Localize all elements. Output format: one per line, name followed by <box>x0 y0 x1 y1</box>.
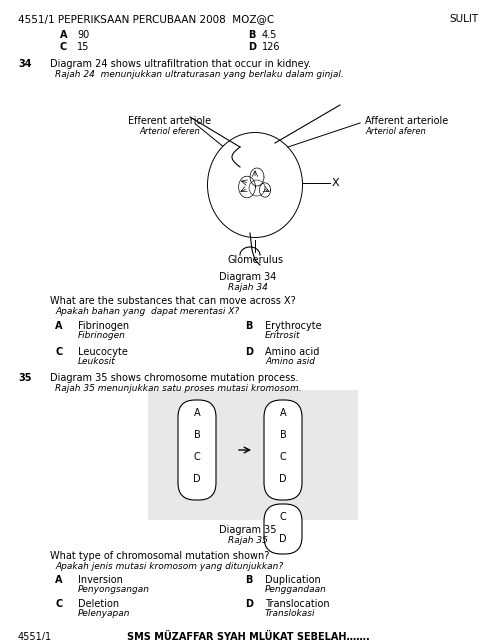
Text: What type of chromosomal mutation shown?: What type of chromosomal mutation shown? <box>50 551 269 561</box>
Text: Glomerulus: Glomerulus <box>227 255 283 265</box>
Text: Diagram 34: Diagram 34 <box>219 272 277 282</box>
Text: Efferent arteriole: Efferent arteriole <box>128 116 211 126</box>
Text: D: D <box>279 534 287 544</box>
Text: C: C <box>55 599 62 609</box>
Text: A: A <box>55 575 62 585</box>
Text: A: A <box>55 321 62 331</box>
Text: A: A <box>280 408 286 418</box>
Text: Afferent arteriole: Afferent arteriole <box>365 116 448 126</box>
FancyBboxPatch shape <box>264 400 302 500</box>
Text: Duplication: Duplication <box>265 575 321 585</box>
Text: What are the substances that can move across X?: What are the substances that can move ac… <box>50 296 296 306</box>
Text: Apakah bahan yang  dapat merentasi X?: Apakah bahan yang dapat merentasi X? <box>55 307 239 316</box>
Text: Leukosit: Leukosit <box>78 357 116 366</box>
Text: C: C <box>280 452 287 462</box>
Text: 126: 126 <box>262 42 281 52</box>
Text: C: C <box>60 42 67 52</box>
Text: Eritrosit: Eritrosit <box>265 331 300 340</box>
Text: Fibrinogen: Fibrinogen <box>78 321 129 331</box>
Text: SULIT: SULIT <box>449 14 478 24</box>
Text: Penggandaan: Penggandaan <box>265 585 327 594</box>
Text: 4.5: 4.5 <box>262 30 277 40</box>
Text: Pelenyapan: Pelenyapan <box>78 609 131 618</box>
Text: Translocation: Translocation <box>265 599 330 609</box>
Text: A: A <box>194 408 200 418</box>
FancyBboxPatch shape <box>178 400 216 500</box>
FancyBboxPatch shape <box>264 504 302 554</box>
Text: C: C <box>55 347 62 357</box>
Text: 4551/1: 4551/1 <box>18 632 52 640</box>
Text: X: X <box>332 178 340 188</box>
Text: Diagram 24 shows ultrafiltration that occur in kidney.: Diagram 24 shows ultrafiltration that oc… <box>50 59 311 69</box>
Text: 90: 90 <box>77 30 89 40</box>
Text: SMS MÜZAFFAR SYAH MLÜKAT SEBELAH…….: SMS MÜZAFFAR SYAH MLÜKAT SEBELAH……. <box>127 632 369 640</box>
Text: B: B <box>280 430 287 440</box>
Text: B: B <box>194 430 200 440</box>
Text: Rajah 24  menunjukkan ultraturasan yang berlaku dalam ginjal.: Rajah 24 menunjukkan ultraturasan yang b… <box>55 70 344 79</box>
Text: A: A <box>60 30 67 40</box>
Text: 35: 35 <box>18 373 32 383</box>
Text: B: B <box>248 30 255 40</box>
Text: C: C <box>280 512 287 522</box>
Text: Amino acid: Amino acid <box>265 347 319 357</box>
Text: Deletion: Deletion <box>78 599 119 609</box>
Text: 15: 15 <box>77 42 90 52</box>
Text: Amino asid: Amino asid <box>265 357 315 366</box>
Text: 34: 34 <box>18 59 32 69</box>
Text: D: D <box>248 42 256 52</box>
Text: B: B <box>245 321 252 331</box>
Text: Diagram 35: Diagram 35 <box>219 525 277 535</box>
Text: Rajah 34: Rajah 34 <box>228 283 268 292</box>
Text: C: C <box>194 452 200 462</box>
Text: Penyongsangan: Penyongsangan <box>78 585 150 594</box>
Text: Erythrocyte: Erythrocyte <box>265 321 322 331</box>
Text: Arteriol eferen: Arteriol eferen <box>140 127 200 136</box>
Text: Leucocyte: Leucocyte <box>78 347 128 357</box>
Text: 4551/1 PEPERIKSAAN PERCUBAAN 2008  MOZ@C: 4551/1 PEPERIKSAAN PERCUBAAN 2008 MOZ@C <box>18 14 274 24</box>
Text: D: D <box>279 474 287 484</box>
Bar <box>148 390 358 520</box>
Text: Fibrinogen: Fibrinogen <box>78 331 126 340</box>
Text: Inversion: Inversion <box>78 575 123 585</box>
Text: Rajah 35: Rajah 35 <box>228 536 268 545</box>
Text: Diagram 35 shows chromosome mutation process.: Diagram 35 shows chromosome mutation pro… <box>50 373 298 383</box>
Text: D: D <box>245 599 253 609</box>
Text: D: D <box>245 347 253 357</box>
Text: Translokasi: Translokasi <box>265 609 315 618</box>
Text: B: B <box>245 575 252 585</box>
Text: Rajah 35 menunjukkan satu proses mutasi kromosom.: Rajah 35 menunjukkan satu proses mutasi … <box>55 384 301 393</box>
Text: D: D <box>193 474 201 484</box>
Text: Arteriol aferen: Arteriol aferen <box>365 127 426 136</box>
Text: Apakah jenis mutasi kromosom yang ditunjukkan?: Apakah jenis mutasi kromosom yang ditunj… <box>55 562 283 571</box>
